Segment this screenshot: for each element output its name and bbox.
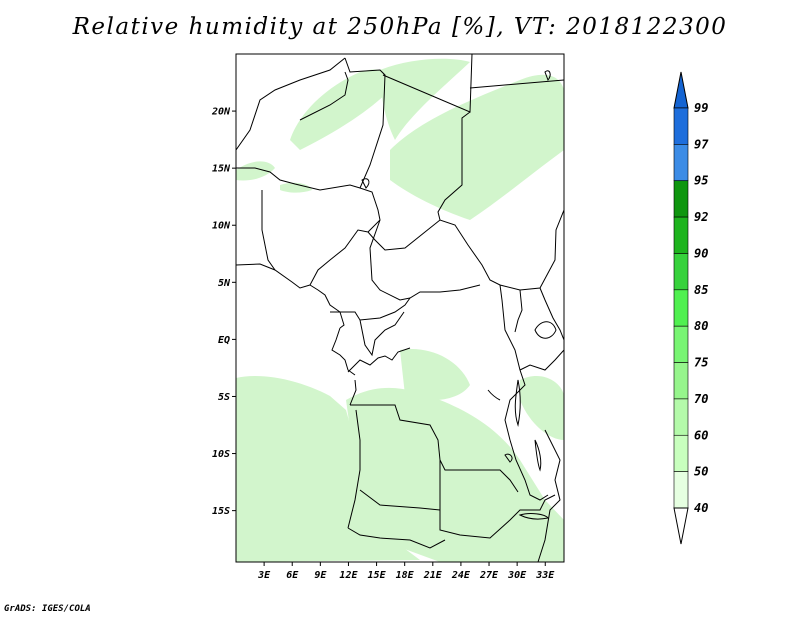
lat-tick-label: 20N [211, 107, 231, 118]
border-line [514, 289, 523, 333]
lake-outline [361, 178, 370, 189]
lake-outline [544, 70, 551, 82]
lat-tick-label: 5N [218, 278, 231, 289]
country-borders [236, 54, 564, 562]
humidity-region [280, 182, 312, 193]
lon-tick-label: 15E [368, 570, 387, 581]
humidity-shading [236, 58, 564, 562]
border-line [499, 284, 526, 441]
colorbar-level-label: 75 [694, 356, 708, 370]
colorbar-legend: 99 97 95 92 90 85 80 75 70 60 50 40 [673, 71, 709, 545]
humidity-region [236, 161, 275, 181]
latitude-axis: 20N 15N 10N 5N EQ 5S 10S 15S [211, 107, 236, 517]
humidity-region [400, 349, 470, 401]
colorbar-swatch [673, 180, 689, 218]
lon-tick-label: 27E [479, 570, 499, 581]
lat-tick-label: EQ [218, 335, 230, 346]
lat-tick-label: 5S [218, 392, 230, 403]
lon-tick-label: 33E [535, 570, 555, 581]
border-line [309, 229, 369, 286]
colorbar-swatch [673, 144, 689, 182]
border-line [437, 111, 471, 221]
colorbar-level-label: 97 [694, 137, 709, 151]
border-line [309, 284, 345, 329]
colorbar-level-label: 60 [694, 428, 708, 442]
colorbar-level-label: 85 [694, 283, 708, 297]
colorbar-swatch [673, 216, 689, 254]
border-line [469, 79, 564, 89]
border-line [347, 527, 446, 549]
lon-tick-label: 12E [339, 570, 358, 581]
border-line [519, 349, 564, 371]
lat-tick-label: 10S [212, 449, 230, 460]
colorbar-swatch [673, 362, 689, 400]
border-line [236, 263, 311, 289]
border-line [359, 311, 405, 357]
grads-credit: GrADS: IGES/COLA [4, 604, 91, 614]
colorbar-level-label: 40 [694, 501, 708, 515]
map-frame [235, 53, 565, 563]
colorbar-swatch [673, 289, 689, 327]
lat-tick-label: 15S [212, 506, 230, 517]
border-line [509, 439, 549, 501]
colorbar-level-label: 92 [694, 210, 708, 224]
colorbar-level-label: 50 [694, 465, 708, 479]
lon-tick-label: 3E [257, 570, 271, 581]
lon-tick-label: 30E [507, 570, 527, 581]
border-line [299, 71, 349, 121]
border-line [347, 409, 361, 529]
chart-title: Relative humidity at 250hPa [%], VT: 201… [72, 14, 728, 40]
humidity-region [346, 387, 564, 562]
lon-tick-label: 24E [451, 570, 471, 581]
border-line [439, 460, 556, 539]
colorbar-level-label: 70 [694, 392, 708, 406]
humidity-region [380, 58, 470, 140]
lake-outline [518, 513, 549, 520]
colorbar-level-label: 99 [694, 101, 708, 115]
colorbar-level-label: 80 [694, 319, 708, 333]
colorbar-swatch [673, 107, 689, 145]
humidity-region [520, 375, 564, 440]
colorbar-swatch [673, 325, 689, 363]
border-line [537, 429, 561, 562]
border-line [367, 209, 564, 291]
colorbar-swatch [673, 434, 689, 472]
lon-tick-label: 21E [423, 570, 443, 581]
lon-tick-label: 9E [314, 570, 327, 581]
border-line [539, 287, 564, 341]
border-line [347, 347, 411, 373]
lat-tick-label: 15N [212, 164, 231, 175]
lake-outline [534, 439, 542, 472]
lat-tick-label: 10N [212, 221, 231, 232]
colorbar-swatch [673, 253, 689, 291]
border-line [236, 57, 346, 151]
border-line [487, 389, 501, 401]
lake-outline [534, 321, 557, 339]
colorbar-upper-arrow [673, 71, 689, 109]
colorbar-swatch [673, 398, 689, 436]
lon-tick-label: 18E [396, 570, 415, 581]
lakes [361, 70, 557, 520]
border-line [330, 297, 411, 321]
border-line [359, 489, 441, 511]
humidity-region [390, 74, 564, 220]
border-line [331, 327, 356, 376]
border-line [236, 167, 381, 233]
lon-tick-label: 6E [286, 570, 299, 581]
humidity-region [236, 376, 420, 562]
colorbar-swatch [673, 471, 689, 509]
border-line [369, 219, 481, 301]
colorbar-level-label: 90 [694, 246, 708, 260]
colorbar-lower-arrow [673, 507, 689, 545]
lake-outline [504, 453, 513, 463]
lake-outline [514, 379, 521, 427]
longitude-axis: 3E 6E 9E 12E 15E 18E 21E 24E 27E 30E 33E [257, 562, 555, 581]
humidity-region [290, 69, 391, 150]
border-line [344, 57, 386, 189]
border-line [261, 190, 276, 271]
colorbar-level-label: 95 [694, 174, 708, 188]
border-line [349, 379, 357, 406]
